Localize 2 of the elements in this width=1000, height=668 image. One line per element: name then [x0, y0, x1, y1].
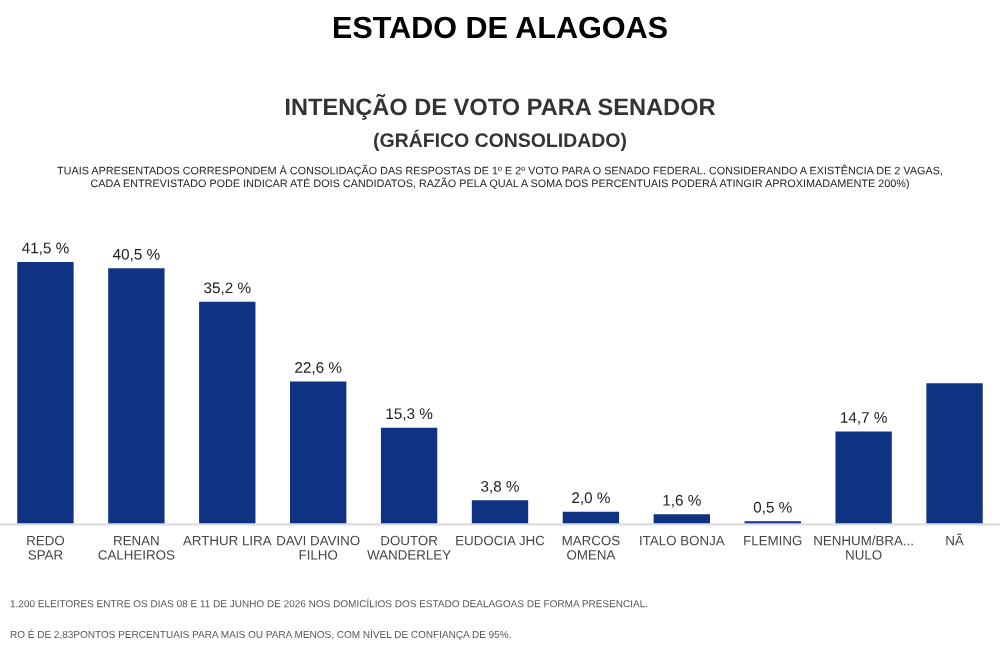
chart-subtitle: INTENÇÃO DE VOTO PARA SENADOR (GRÁFICO CONSOLIDADO) — [285, 93, 716, 151]
chart-title: ESTADO DE ALAGOAS — [333, 16, 667, 39]
